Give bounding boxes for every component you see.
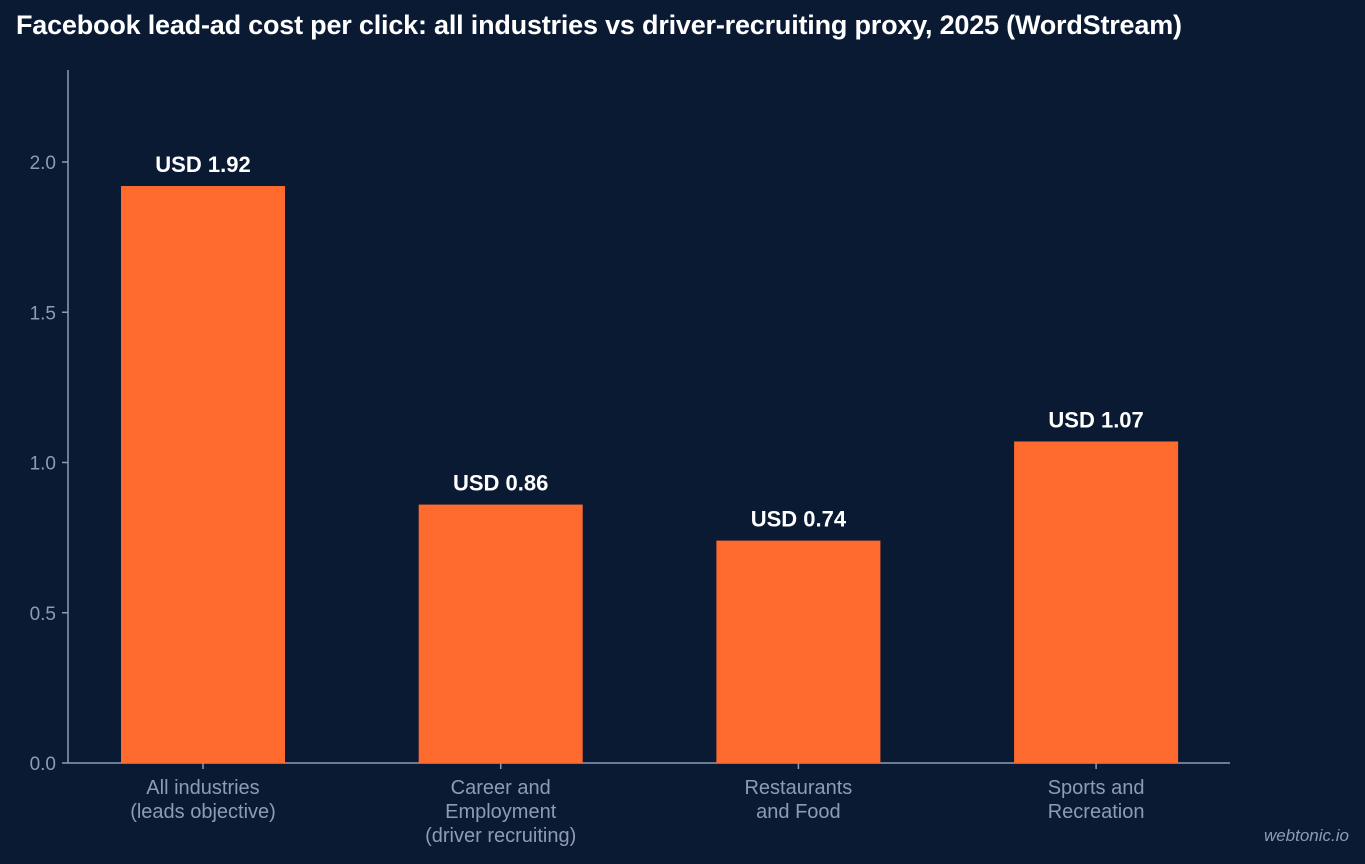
watermark: webtonic.io [1263, 826, 1349, 845]
bars [121, 186, 1179, 764]
bar [1014, 441, 1179, 763]
x-tick-label: Employment [445, 801, 557, 823]
y-tick-label: 1.5 [30, 303, 56, 324]
bar [418, 504, 583, 763]
x-tick-label: Restaurants [744, 777, 852, 799]
x-tick-label: and Food [756, 801, 841, 823]
data-label: USD 0.74 [751, 507, 847, 532]
x-tick-label: Recreation [1048, 801, 1145, 823]
x-axis: All industries(leads objective) Career an… [68, 762, 1230, 847]
data-label: USD 1.07 [1048, 407, 1143, 432]
data-labels: USD 1.92 USD 0.86 USD 0.74 USD 1.07 [155, 152, 1143, 532]
x-tick-label: Sports and [1048, 777, 1145, 799]
data-label: USD 0.86 [453, 471, 548, 496]
x-tick-label: Career and [451, 777, 551, 799]
chart-title: Facebook lead-ad cost per click: all ind… [16, 10, 1182, 40]
bar [716, 540, 881, 763]
x-tick-label: (driver recruiting) [425, 825, 576, 847]
y-tick-label: 0.5 [30, 604, 56, 625]
y-axis: 0.0 0.5 1.0 1.5 2.0 [30, 70, 69, 775]
y-tick-label: 0.0 [30, 754, 56, 775]
bar [121, 186, 285, 764]
x-tick-label: All industries [146, 777, 259, 799]
y-tick-label: 2.0 [30, 153, 56, 174]
x-tick-label: (leads objective) [130, 801, 276, 823]
data-label: USD 1.92 [155, 152, 250, 177]
y-tick-label: 1.0 [30, 454, 56, 475]
